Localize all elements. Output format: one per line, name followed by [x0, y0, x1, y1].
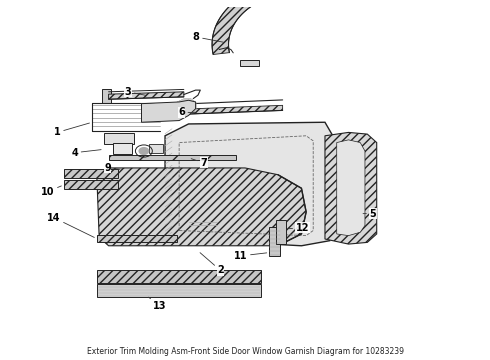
- Bar: [104, 134, 134, 144]
- Polygon shape: [212, 0, 279, 54]
- Bar: [113, 143, 132, 154]
- Text: 4: 4: [71, 148, 101, 158]
- Bar: [275, 220, 286, 244]
- Bar: [148, 144, 163, 153]
- Bar: [207, 185, 240, 203]
- Bar: [97, 284, 262, 297]
- Text: 12: 12: [289, 223, 309, 233]
- Bar: [64, 180, 118, 189]
- Text: 9: 9: [104, 163, 120, 173]
- Bar: [97, 235, 177, 242]
- Polygon shape: [177, 99, 196, 114]
- Polygon shape: [151, 105, 283, 116]
- Text: 14: 14: [47, 213, 95, 238]
- Polygon shape: [97, 168, 306, 246]
- Polygon shape: [109, 156, 236, 160]
- Text: 8: 8: [193, 32, 223, 42]
- Polygon shape: [101, 89, 111, 103]
- Polygon shape: [240, 60, 259, 66]
- Bar: [269, 227, 280, 256]
- Text: 11: 11: [234, 251, 267, 261]
- Polygon shape: [109, 92, 184, 99]
- Text: 6: 6: [178, 107, 195, 117]
- Text: 1: 1: [54, 123, 90, 138]
- Text: 13: 13: [148, 297, 167, 311]
- Polygon shape: [325, 132, 377, 244]
- Text: 5: 5: [363, 209, 376, 219]
- Text: 2: 2: [200, 253, 224, 275]
- Polygon shape: [337, 140, 365, 236]
- Bar: [97, 270, 262, 283]
- Text: 7: 7: [191, 158, 207, 168]
- Text: 3: 3: [124, 87, 146, 97]
- Text: Exterior Trim Molding Asm-Front Side Door Window Garnish Diagram for 10283239: Exterior Trim Molding Asm-Front Side Doo…: [87, 347, 403, 356]
- Text: 10: 10: [41, 186, 61, 197]
- Polygon shape: [165, 122, 337, 246]
- Polygon shape: [142, 100, 196, 122]
- Bar: [64, 169, 118, 178]
- Circle shape: [139, 148, 148, 154]
